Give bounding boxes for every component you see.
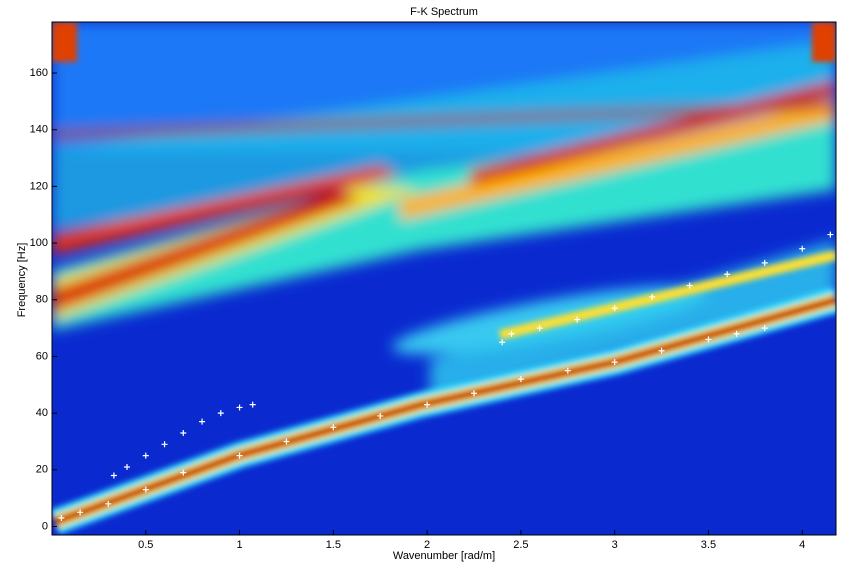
axes-box (51, 21, 837, 536)
x-tick-label: 0.5 (138, 539, 153, 551)
pick-marker (110, 472, 117, 479)
pick-marker (217, 410, 224, 417)
pick-marker (611, 359, 618, 366)
y-tick-label: 20 (36, 464, 48, 476)
y-tick-label: 120 (30, 180, 48, 192)
pick-marker (377, 412, 384, 419)
pick-marker (649, 293, 656, 300)
y-tick-label: 40 (36, 407, 48, 419)
pick-marker (761, 259, 768, 266)
pick-marker (686, 282, 693, 289)
pick-marker (142, 486, 149, 493)
y-tick-label: 140 (30, 124, 48, 136)
pick-marker (249, 401, 256, 408)
x-tick-label: 3.5 (701, 539, 716, 551)
x-tick-label: 3 (612, 539, 618, 551)
pick-marker (199, 418, 206, 425)
pick-marker (58, 514, 65, 521)
pick-marker (827, 231, 834, 238)
pick-marker (330, 424, 337, 431)
pick-marker (142, 452, 149, 459)
x-tick-label: 1 (236, 539, 242, 551)
spectrum-image (52, 22, 836, 535)
pick-marker (574, 316, 581, 323)
pick-marker (236, 452, 243, 459)
pick-marker (611, 305, 618, 312)
pick-marker (471, 390, 478, 397)
pick-marker (658, 347, 665, 354)
pick-marker (799, 245, 806, 252)
x-tick-label: 1.5 (326, 539, 341, 551)
pick-marker (517, 376, 524, 383)
y-tick-label: 0 (42, 520, 48, 532)
pick-marker (508, 330, 515, 337)
x-tick-label: 2.5 (513, 539, 528, 551)
pick-marker (180, 469, 187, 476)
y-tick-label: 100 (30, 237, 48, 249)
pick-marker (705, 336, 712, 343)
y-tick-label: 80 (36, 294, 48, 306)
pick-marker (499, 339, 506, 346)
pick-marker (724, 271, 731, 278)
y-tick-label: 60 (36, 350, 48, 362)
pick-marker (761, 325, 768, 332)
pick-marker (283, 438, 290, 445)
x-tick-label: 2 (424, 539, 430, 551)
pick-marker (236, 404, 243, 411)
pick-marker (180, 429, 187, 436)
x-axis-label: Wavenumber [rad/m] (393, 550, 495, 562)
y-tick-label: 160 (30, 67, 48, 79)
chart-title: F-K Spectrum (410, 6, 478, 18)
pick-marker (77, 509, 84, 516)
x-tick-label: 4 (799, 539, 805, 551)
pick-marker (564, 367, 571, 374)
pick-marker (105, 500, 112, 507)
pick-marker (124, 463, 131, 470)
pick-marker (536, 325, 543, 332)
pick-marker (424, 401, 431, 408)
pick-marker (733, 330, 740, 337)
y-axis-label: Frequency [Hz] (16, 243, 28, 318)
pick-marker (161, 441, 168, 448)
